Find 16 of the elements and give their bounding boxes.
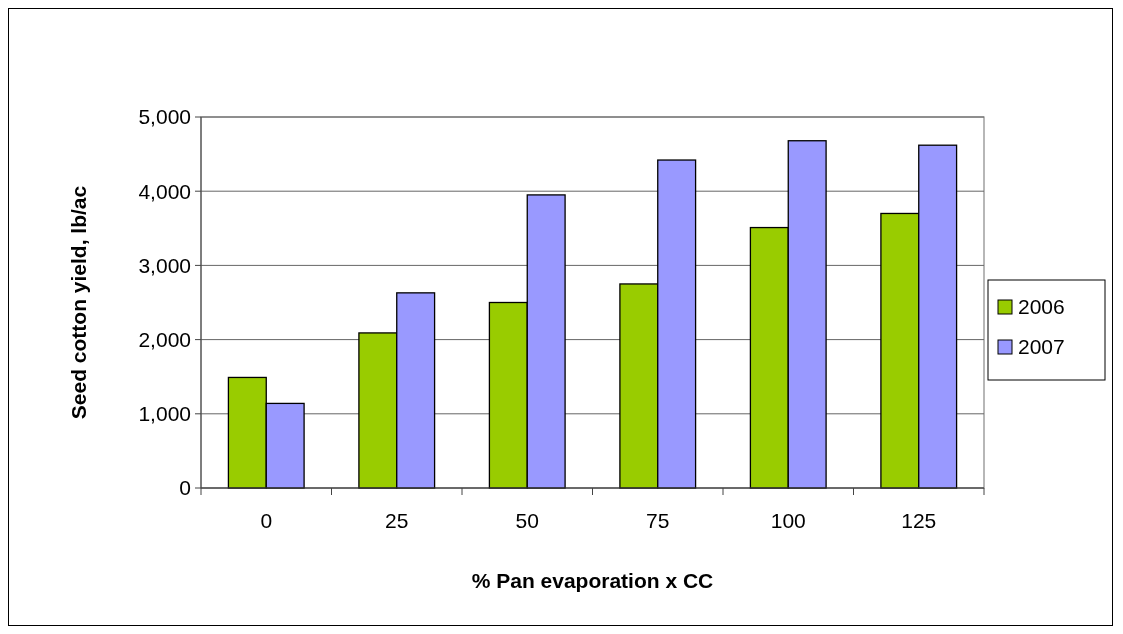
legend-label: 2007 (1018, 335, 1065, 359)
x-tick-label: 50 (515, 509, 539, 532)
x-tick-label: 0 (260, 509, 273, 532)
x-axis-title: % Pan evaporation x CC (471, 569, 714, 592)
x-tick-label: 75 (646, 509, 670, 532)
legend-label: 2006 (1018, 295, 1065, 319)
y-tick-label: 5,000 (138, 105, 191, 129)
x-tick-label: 125 (901, 509, 937, 532)
x-tick-label: 100 (770, 509, 806, 532)
y-axis-title: Seed cotton yield, lb/ac (67, 185, 90, 420)
x-tick-label: 25 (385, 509, 409, 532)
y-tick-label: 1,000 (138, 402, 191, 426)
y-tick-label: 3,000 (138, 253, 191, 277)
y-tick-label: 4,000 (138, 179, 191, 203)
y-tick-label: 2,000 (138, 327, 191, 351)
y-tick-label: 0 (179, 476, 191, 500)
